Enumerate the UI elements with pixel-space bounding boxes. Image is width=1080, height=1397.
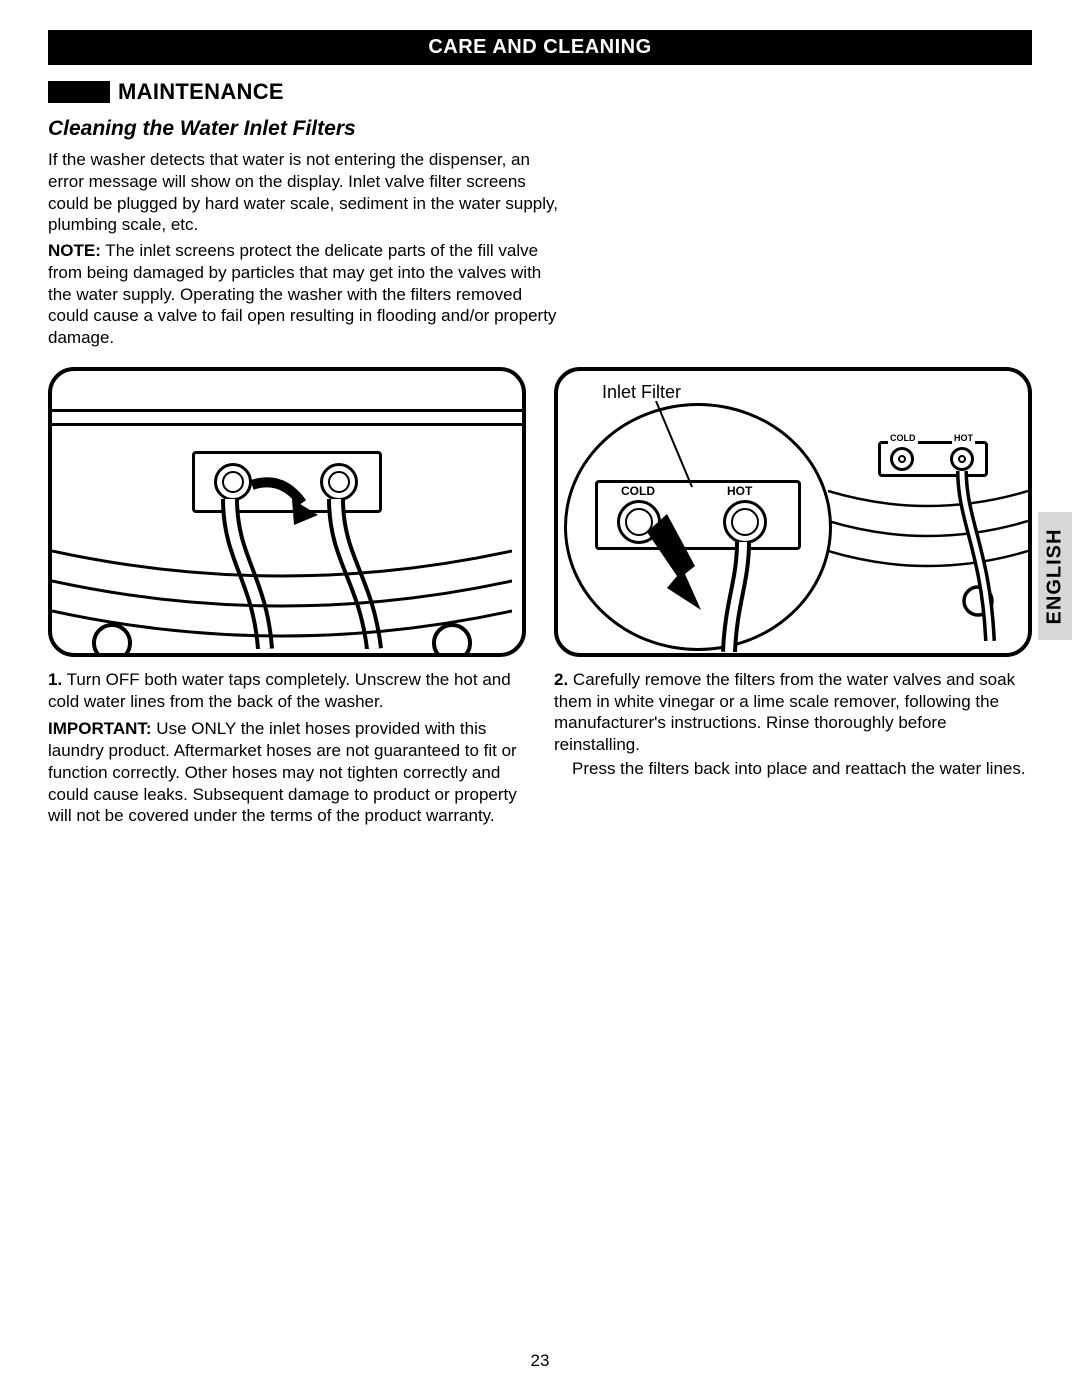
- cabinet-edge: [52, 423, 522, 426]
- hot-port-small: [950, 447, 974, 471]
- right-column: Inlet Filter COLD HOT COLD HOT: [554, 367, 1032, 827]
- step-1-text: 1. Turn OFF both water taps completely. …: [48, 669, 526, 713]
- step-2-number: 2.: [554, 670, 568, 689]
- important-paragraph: IMPORTANT: Use ONLY the inlet hoses prov…: [48, 718, 526, 827]
- intro-text-block: If the washer detects that water is not …: [48, 149, 560, 349]
- figure-2-inlet-filter-detail: Inlet Filter COLD HOT COLD HOT: [554, 367, 1032, 657]
- two-column-region: 1. Turn OFF both water taps completely. …: [48, 367, 1032, 827]
- cabinet-edge: [52, 409, 522, 412]
- figure-1-washer-back: [48, 367, 526, 657]
- language-tab: ENGLISH: [1038, 512, 1072, 640]
- step-2-text: 2. Carefully remove the filters from the…: [554, 669, 1032, 756]
- intro-paragraph: If the washer detects that water is not …: [48, 149, 560, 236]
- step-2-text-line2: Press the filters back into place and re…: [554, 758, 1032, 780]
- cold-label-small: COLD: [888, 433, 918, 445]
- hot-label-small: HOT: [952, 433, 975, 445]
- step-1-body: Turn OFF both water taps completely. Uns…: [48, 670, 511, 711]
- heading-black-box: [48, 81, 110, 103]
- hot-port: [320, 463, 358, 501]
- note-paragraph: NOTE: The inlet screens protect the deli…: [48, 240, 560, 349]
- cold-port-small: [890, 447, 914, 471]
- note-label: NOTE:: [48, 241, 101, 260]
- hot-hose-detail: [721, 542, 771, 652]
- hot-port-detail: [723, 500, 767, 544]
- leader-line: [652, 401, 712, 491]
- maintenance-label: MAINTENANCE: [118, 79, 284, 105]
- left-column: 1. Turn OFF both water taps completely. …: [48, 367, 526, 827]
- note-body: The inlet screens protect the delicate p…: [48, 241, 556, 347]
- subheading: Cleaning the Water Inlet Filters: [48, 117, 1032, 141]
- hose-small: [946, 471, 1006, 641]
- panel-lines: [52, 531, 512, 657]
- section-header-bar: CARE AND CLEANING: [48, 30, 1032, 65]
- hot-label-detail: HOT: [725, 484, 754, 499]
- page-number: 23: [0, 1351, 1080, 1371]
- step-2-body: Carefully remove the filters from the wa…: [554, 670, 1015, 754]
- important-label: IMPORTANT:: [48, 719, 152, 738]
- step-1-number: 1.: [48, 670, 62, 689]
- insert-arrow-icon: [641, 514, 711, 614]
- language-tab-label: ENGLISH: [1044, 528, 1067, 624]
- maintenance-heading-row: MAINTENANCE: [48, 79, 1032, 105]
